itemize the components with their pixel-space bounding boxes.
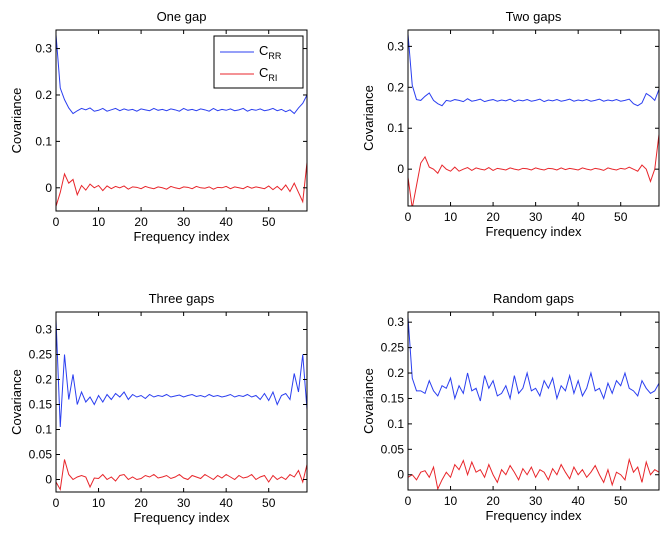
series-line-c-ri (56, 162, 307, 207)
x-tick-label: 0 (53, 215, 60, 229)
chart-panel-2: Two gaps 0 10 20 30 40 50 0 0.1 0.2 0.3 Frequency i… (361, 9, 660, 239)
y-tick-label: 0.2 (387, 80, 404, 94)
x-tick-label: 10 (92, 215, 106, 229)
chart-title: Three gaps (149, 291, 215, 306)
y-tick-label: 0 (397, 162, 404, 176)
chart-panel-3: Three gaps 0 10 20 30 40 50 0 0.05 0.1 0.15 0.2 0.25… (9, 291, 308, 525)
legend-box (213, 35, 304, 89)
x-axis-label: Frequency index (133, 229, 230, 244)
y-axis-label: Covariance (361, 368, 376, 434)
y-axis-label: Covariance (9, 369, 24, 435)
x-tick-label: 50 (262, 215, 276, 229)
x-tick-label: 50 (614, 210, 628, 224)
y-tick-label: 0.3 (387, 39, 404, 53)
x-tick-label: 20 (134, 215, 148, 229)
y-tick-label: 0.1 (35, 423, 52, 437)
plot-area-frame (407, 311, 660, 491)
y-tick-label: 0.1 (35, 134, 52, 148)
x-tick-label: 40 (219, 215, 233, 229)
y-tick-label: 0.3 (387, 315, 404, 329)
series-line-c-rr (408, 317, 659, 402)
x-tick-label: 10 (444, 210, 458, 224)
x-tick-label: 30 (529, 210, 543, 224)
series-line-c-rr (408, 34, 659, 107)
x-tick-label: 20 (486, 494, 500, 508)
x-tick-label: 20 (486, 210, 500, 224)
y-tick-label: 0.3 (35, 323, 52, 337)
plot-area-frame (55, 29, 308, 212)
x-tick-label: 0 (53, 496, 60, 510)
x-tick-label: 40 (571, 210, 585, 224)
y-tick-label: 0.2 (387, 366, 404, 380)
x-tick-label: 10 (92, 496, 106, 510)
y-tick-label: 0 (45, 181, 52, 195)
x-axis-label: Frequency index (485, 508, 582, 523)
plot-area-frame (55, 311, 308, 493)
x-tick-label: 40 (571, 494, 585, 508)
x-axis-label: Frequency index (133, 510, 230, 525)
chart-panel-4: Random gaps 0 10 20 30 40 50 0 0.05 0.1 0.15 0.2 0.2… (361, 291, 660, 523)
legend-entry-ri: CRI (259, 65, 277, 83)
x-tick-label: 0 (405, 210, 412, 224)
x-tick-label: 0 (405, 494, 412, 508)
y-tick-label: 0.05 (29, 448, 53, 462)
y-tick-label: 0 (45, 473, 52, 487)
y-axis-label: Covariance (9, 88, 24, 154)
y-tick-label: 0.1 (387, 417, 404, 431)
legend-entry-rr: CRR (259, 43, 282, 61)
x-tick-label: 50 (262, 496, 276, 510)
series-line-c-rr (56, 319, 307, 428)
x-tick-label: 50 (614, 494, 628, 508)
y-tick-label: 0.15 (381, 391, 405, 405)
series-line-c-ri (408, 134, 659, 206)
y-tick-label: 0.3 (35, 42, 52, 56)
x-tick-label: 30 (177, 215, 191, 229)
x-axis-label: Frequency index (485, 224, 582, 239)
chart-title: Two gaps (506, 9, 562, 24)
y-tick-label: 0.25 (381, 341, 405, 355)
chart-panel-1: One gap 0 10 20 30 40 50 0 0.1 0.2 0.3 Frequency in… (9, 9, 308, 244)
y-axis-label: Covariance (361, 85, 376, 151)
chart-title: One gap (157, 9, 207, 24)
series-line-c-ri (408, 457, 659, 490)
series-line-c-rr (56, 34, 307, 115)
x-tick-label: 20 (134, 496, 148, 510)
y-tick-label: 0.2 (35, 373, 52, 387)
plot-area-frame (407, 29, 660, 207)
y-tick-label: 0.1 (387, 121, 404, 135)
y-tick-label: 0.25 (29, 348, 53, 362)
y-tick-label: 0.15 (29, 398, 53, 412)
y-tick-label: 0 (397, 468, 404, 482)
chart-title: Random gaps (493, 291, 574, 306)
series-line-c-ri (56, 459, 307, 492)
x-tick-label: 40 (219, 496, 233, 510)
y-tick-label: 0.2 (35, 88, 52, 102)
x-tick-label: 10 (444, 494, 458, 508)
y-tick-label: 0.05 (381, 442, 405, 456)
x-tick-label: 30 (177, 496, 191, 510)
x-tick-label: 30 (529, 494, 543, 508)
legend: CRR CRI (213, 35, 304, 89)
